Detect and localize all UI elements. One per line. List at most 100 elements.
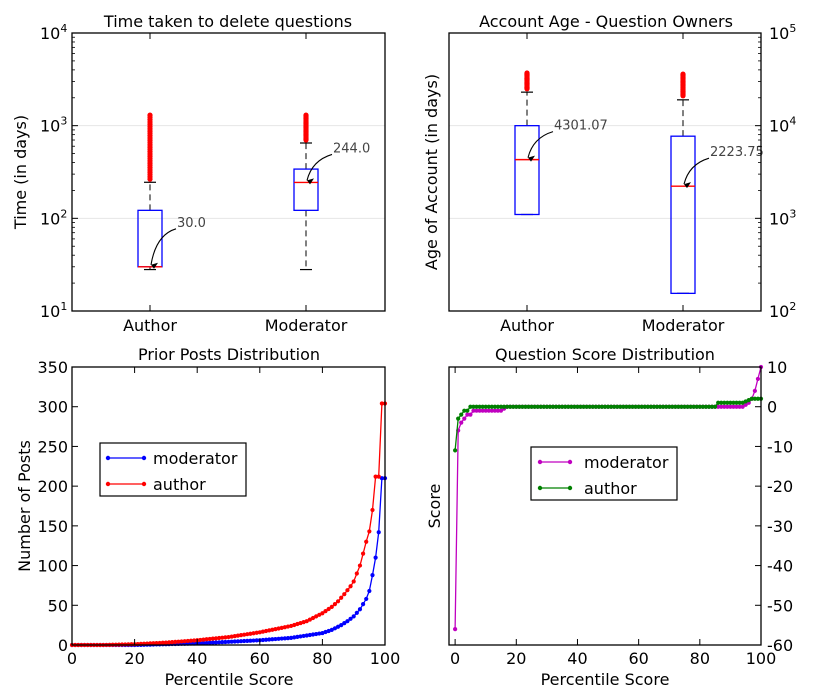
annotation-arrow [306,153,333,181]
data-point-author [550,404,556,409]
data-point-author [648,404,653,409]
data-point-moderator [245,638,250,643]
data-point-author [210,636,215,641]
y-tick-label: 100 [37,557,68,576]
data-point-author [379,401,384,406]
data-point-moderator [242,638,247,644]
data-point-moderator [298,634,303,639]
data-point-moderator [351,614,356,619]
data-point-moderator [276,636,281,641]
data-point-author [201,637,206,642]
data-point-moderator [254,638,259,643]
data-point-author [242,632,247,637]
legend-box [99,442,247,497]
data-point-moderator [348,616,353,621]
annotation-arrowhead [684,182,691,189]
data-point-author [498,404,504,409]
y-tick-label: -30 [767,517,793,536]
legend-marker-author [567,485,573,491]
data-point-moderator [737,404,742,409]
data-point-moderator [339,623,344,628]
data-point-author [602,404,608,409]
data-point-author [342,592,347,597]
series-line-author [72,402,385,646]
data-point-moderator [734,404,739,409]
data-point-author [176,639,181,644]
legend-marker-author [105,481,111,487]
data-point-author [722,400,727,405]
chart-title-account-age: Account Age - Question Owners [479,12,733,31]
legend-question-score: moderator author [530,446,678,501]
panel-prior-posts: Prior Posts Distribution 0 20 40 60 80 100 0 50… [15,345,400,689]
data-point-author [661,404,666,409]
data-point-author [560,404,565,409]
data-point-moderator [273,636,278,642]
data-point-author [360,551,366,556]
data-point-author [285,624,291,629]
legend-box [530,446,678,501]
data-point-moderator [260,637,266,643]
outlier-point [303,112,309,118]
outlier-point [680,71,686,77]
y-axis-label-age: Age of Account (in days) [422,74,441,270]
data-point-author [734,400,739,405]
data-point-author [728,400,733,405]
panel-account-age: Account Age - Question Owners 4301.07 222… [422,12,796,335]
data-point-author [755,396,761,401]
data-point-moderator [462,416,467,421]
y-tick-label: -10 [767,437,793,456]
data-point-author [320,611,325,616]
data-point-author [251,631,256,636]
data-point-author [307,617,312,622]
data-point-moderator [295,634,300,639]
data-point-author [725,400,730,405]
data-point-author [304,619,309,624]
x-axis-label-question-score: Percentile Score [541,670,670,689]
data-point-author [339,595,344,600]
data-point-moderator [229,639,234,644]
data-point-author [737,400,742,405]
plot-frame-question-score [448,366,762,646]
data-point-moderator [289,635,294,640]
data-point-moderator [364,596,369,602]
data-point-author [232,634,237,639]
data-point-author [276,626,281,631]
data-point-author [615,404,620,409]
data-point-author [465,408,470,413]
data-point-author [624,404,629,409]
data-point-moderator [752,388,757,393]
panel-question-score: Question Score Distribution 0 20 40 60 80 100… [425,345,793,689]
data-point-moderator [480,408,485,413]
data-point-moderator [282,636,287,641]
data-point-moderator [217,640,222,645]
data-point-author [348,584,353,589]
legend-marker-moderator [141,455,147,461]
x-tick-label: 60 [250,649,270,668]
y-tick-label: 0 [767,398,777,417]
data-point-moderator [232,639,237,644]
data-point-author [357,563,363,568]
box-iqr [293,168,319,211]
x-tick-label: 100 [746,649,777,668]
outlier-point [147,112,153,118]
legend-marker-author [537,485,543,491]
data-point-author [166,640,172,645]
data-point-author [670,404,675,409]
data-point-author [223,635,228,640]
data-point-author [664,404,669,409]
data-point-author [226,634,231,640]
data-point-author [373,474,378,479]
data-point-author [713,404,718,409]
data-point-author [523,404,528,409]
data-point-author [367,529,372,534]
data-point-moderator [471,408,476,413]
data-point-moderator [360,601,366,607]
x-tick-label: 40 [567,649,587,668]
data-point-author [752,396,757,401]
data-point-moderator [468,412,473,417]
data-point-author [329,604,334,609]
y-tick-label: 350 [37,358,68,377]
data-point-author [511,404,516,409]
data-point-author [508,404,513,409]
